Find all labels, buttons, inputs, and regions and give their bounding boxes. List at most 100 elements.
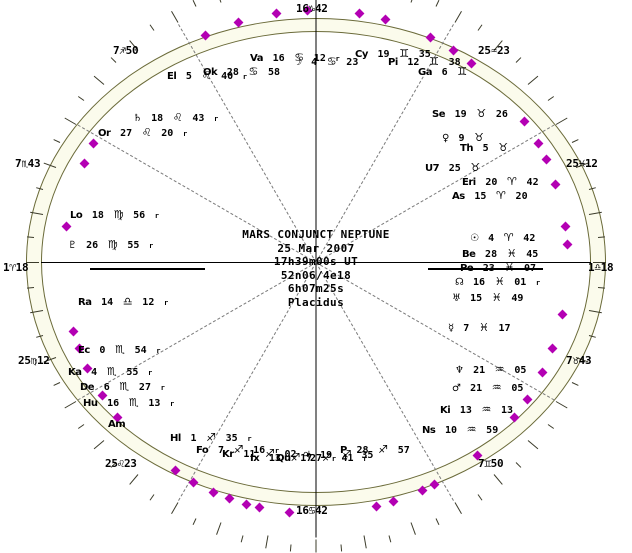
planet-entry-sun: ☉ 4 ♈ 42 xyxy=(470,228,535,244)
planet-sign-cy: ♊ xyxy=(399,47,410,60)
planet-name-moon: ☽ xyxy=(293,57,302,68)
degree-tick xyxy=(149,494,155,501)
degree-tick xyxy=(547,424,554,430)
planet-name-ki: Ki xyxy=(440,405,451,416)
planet-entry-ven: ♀ 9 ♉ xyxy=(442,128,484,144)
planet-name-as: As xyxy=(452,191,465,202)
planet-degree-jup: 19 xyxy=(320,450,333,461)
planet-marker-qu xyxy=(241,499,252,510)
planet-retrograde-va: r xyxy=(335,55,340,63)
planet-minute-ra: 12 xyxy=(142,297,155,308)
planet-sign-sat: ♌ xyxy=(172,111,183,124)
planet-sign-ec: ♏ xyxy=(115,343,125,356)
degree-tick xyxy=(93,75,105,85)
planet-minute-jup: 35 xyxy=(361,450,374,461)
planet-marker-el xyxy=(271,8,282,19)
planet-degree-or: 27 xyxy=(120,128,133,139)
planet-degree-th: 5 xyxy=(482,143,489,154)
planet-sign-mer: ♓ xyxy=(478,321,489,334)
planet-sign-se: ♉ xyxy=(476,107,487,120)
planet-minute-pi: 38 xyxy=(448,57,461,68)
degree-tick xyxy=(547,95,554,101)
planet-degree-u7: 25 xyxy=(448,163,461,174)
cusp-label-12: 25♓12 xyxy=(566,157,598,170)
planet-sign-ns: ♒ xyxy=(466,423,477,436)
astrology-chart-wheel: MARS CONJUNCT NEPTUNE 25 Mar 2007 17h39m… xyxy=(3,0,614,553)
planet-name-ura: ♅ xyxy=(452,293,461,304)
planet-retrograde-ec: r xyxy=(156,347,161,355)
planet-degree-eri: 20 xyxy=(485,177,498,188)
planet-minute-hu: 13 xyxy=(148,398,161,409)
planet-retrograde-el: r xyxy=(242,73,247,81)
planet-sign-hl: ♐ xyxy=(206,431,216,444)
planet-entry-qu: Qu 17 ♐ 41 r xyxy=(276,448,367,464)
planet-degree-sat: 18 xyxy=(151,113,164,124)
planet-name-pel: P xyxy=(340,445,347,456)
planet-marker-va xyxy=(380,14,391,25)
planet-name-eri: Eri xyxy=(462,177,476,188)
degree-tick xyxy=(216,522,222,536)
degree-tick xyxy=(454,502,462,514)
chart-event-title: MARS CONJUNCT NEPTUNE xyxy=(242,228,390,241)
degree-tick xyxy=(477,24,483,31)
planet-minute-fo: 16 xyxy=(253,445,266,456)
planet-minute-nep: 05 xyxy=(514,365,527,376)
planet-entry-ns: Ns 10 ♒ 59 xyxy=(422,420,498,436)
planet-sign-ix: ♐ xyxy=(290,451,301,464)
planet-entry-plu: ♇ 26 ♍ 55 r xyxy=(68,235,153,251)
planet-entry-cy: Cy 19 ♊ 35 xyxy=(355,44,431,60)
planet-minute-pel: 57 xyxy=(397,445,410,456)
degree-tick xyxy=(597,286,605,289)
planet-sign-pi: ♊ xyxy=(429,55,439,68)
planet-entry-pi: Pi 12 ♊ 38 xyxy=(388,52,461,68)
planet-retrograde-hu: r xyxy=(170,400,175,408)
degree-tick xyxy=(493,474,503,485)
planet-minute-ec: 54 xyxy=(134,345,147,356)
planet-name-hl: Hl xyxy=(170,433,181,444)
planet-name-ra: Ra xyxy=(78,297,92,308)
planet-name-or: Or xyxy=(98,128,111,139)
planet-retrograde-nod: r xyxy=(535,279,541,287)
degree-tick xyxy=(515,462,522,468)
planet-name-nep: ♆ xyxy=(455,365,464,376)
cusp-label-8: 7♏43 xyxy=(15,157,41,170)
degree-tick xyxy=(240,535,244,543)
planet-entry-th: Th 5 ♉ xyxy=(460,138,508,154)
degree-tick xyxy=(410,0,416,3)
planet-degree-qu: 17 xyxy=(300,453,313,464)
planet-degree-nod: 16 xyxy=(473,277,486,288)
chart-coordinates: 52n06/4e18 xyxy=(280,268,352,282)
planet-entry-pel: P 28 ♐ 57 xyxy=(340,440,410,456)
planet-sign-eri: ♈ xyxy=(507,175,517,188)
planet-minute-ns: 59 xyxy=(486,425,499,436)
planet-name-mer: ☿ xyxy=(448,323,454,334)
degree-tick xyxy=(363,535,367,549)
house-cusp-line-7 xyxy=(316,262,591,263)
degree-tick xyxy=(555,400,568,408)
planet-entry-u7: U7 25 ♉ xyxy=(425,158,480,174)
planet-name-ns: Ns xyxy=(422,425,436,436)
planet-minute-ok: 58 xyxy=(268,67,281,78)
planet-sign-ven: ♉ xyxy=(474,131,485,144)
planet-sign-pe: ♓ xyxy=(504,261,515,274)
planet-name-be: Be xyxy=(462,249,476,260)
planet-degree-ok: 28 xyxy=(226,67,239,78)
planet-degree-ga: 6 xyxy=(441,67,448,78)
degree-tick xyxy=(572,139,580,144)
planet-name-de: De xyxy=(80,382,95,393)
cusp-label-3: 7♊50 xyxy=(478,457,504,470)
planet-degree-pel: 28 xyxy=(356,445,369,456)
planet-name-ix: Ix xyxy=(250,453,260,464)
planet-entry-moon: ☽ 4 ♋ 23 xyxy=(293,52,358,68)
degree-tick xyxy=(64,117,77,125)
planet-entry-mer: ☿ 7 ♓ 17 xyxy=(448,318,511,334)
planet-degree-ka: 4 xyxy=(91,367,98,378)
planet-sign-be: ♓ xyxy=(506,247,517,260)
planet-sign-or: ♌ xyxy=(141,126,152,139)
planet-sign-lo: ♍ xyxy=(113,208,124,221)
planet-degree-hl: 1 xyxy=(190,433,197,444)
planet-entry-ix: Ix 13 ♐ 27 r xyxy=(250,448,336,464)
planet-sign-ga: ♊ xyxy=(457,65,468,78)
planet-degree-be: 28 xyxy=(485,249,498,260)
planet-entry-ura: ♅ 15 ♓ 49 xyxy=(452,288,523,304)
